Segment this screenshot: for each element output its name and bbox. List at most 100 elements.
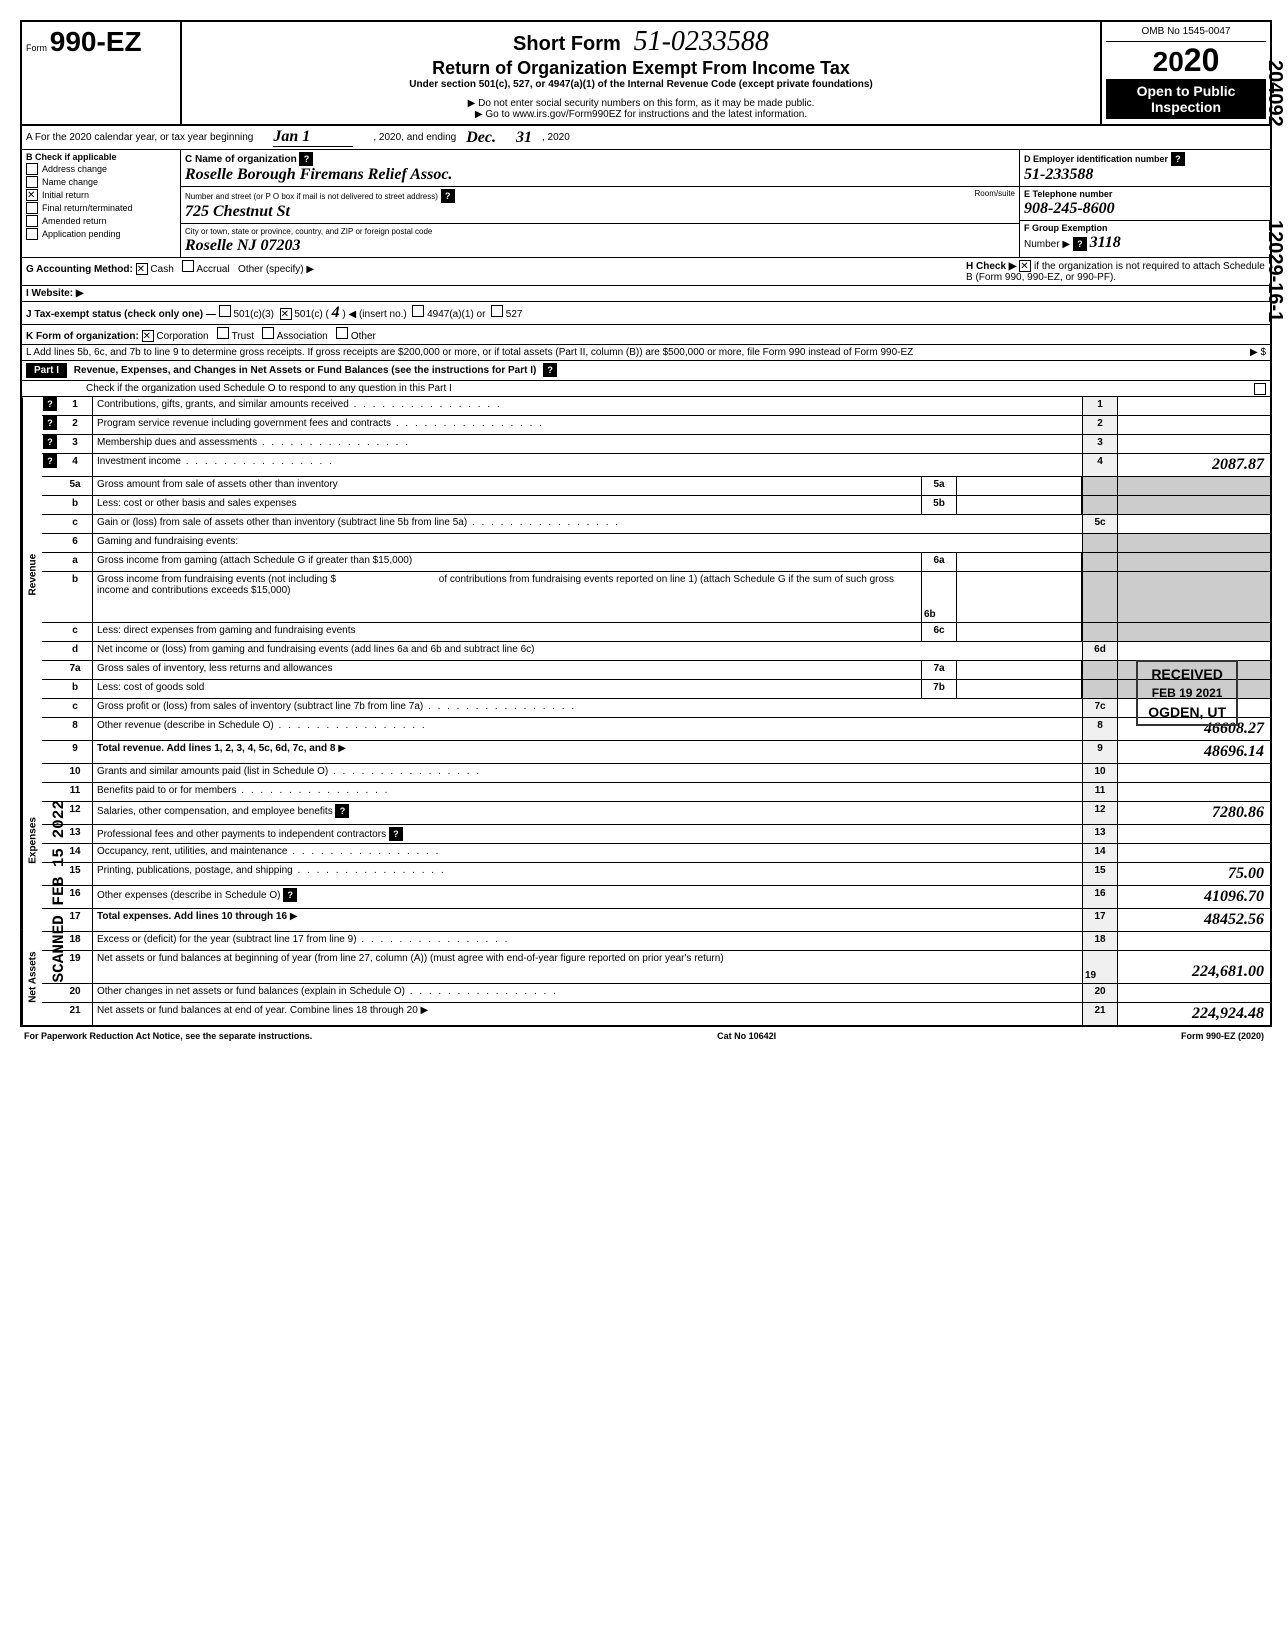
check-name[interactable] xyxy=(26,176,38,188)
check-pending[interactable] xyxy=(26,228,38,240)
check-initial[interactable] xyxy=(26,189,38,201)
check-accrual[interactable] xyxy=(182,260,194,272)
check-other[interactable] xyxy=(336,327,348,339)
check-501c3[interactable] xyxy=(219,305,231,317)
help-icon: ? xyxy=(43,397,57,411)
line-15-amt: 75.00 xyxy=(1118,863,1270,885)
line-6b-amt xyxy=(957,572,1082,622)
part-1-header: Part I Revenue, Expenses, and Changes in… xyxy=(22,361,1270,381)
line-6b-desc: Gross income from fundraising events (no… xyxy=(93,572,921,622)
line-5a-shade xyxy=(1082,477,1118,495)
line-2-amt xyxy=(1118,416,1270,434)
line-5a-desc: Gross amount from sale of assets other t… xyxy=(93,477,921,495)
initial-label: Initial return xyxy=(42,190,89,200)
501c3-label: 501(c)(3) xyxy=(233,309,274,320)
help-icon: ? xyxy=(389,827,403,841)
line-11-amt xyxy=(1118,783,1270,801)
line-6d: d Net income or (loss) from gaming and f… xyxy=(42,642,1270,661)
line-5b-shade xyxy=(1082,496,1118,514)
footer: For Paperwork Reduction Act Notice, see … xyxy=(20,1027,1268,1045)
section-b: B Check if applicable Address change Nam… xyxy=(22,150,181,257)
line-6b-desc1: Gross income from fundraising events (no… xyxy=(97,574,336,585)
line-7c-box: 7c xyxy=(1082,699,1118,717)
line-16-box: 16 xyxy=(1082,886,1118,908)
line-l: L Add lines 5b, 6c, and 7b to line 9 to … xyxy=(22,345,1270,361)
check-trust[interactable] xyxy=(217,327,229,339)
line-16: 16 Other expenses (describe in Schedule … xyxy=(42,886,1270,909)
check-schedule-o[interactable] xyxy=(1254,383,1266,395)
line-21: 21 Net assets or fund balances at end of… xyxy=(42,1003,1270,1025)
line-4: ? 4 Investment income 4 2087.87 xyxy=(42,454,1270,477)
line-6-shade xyxy=(1082,534,1118,552)
check-corp[interactable] xyxy=(142,330,154,342)
line-6a-shade2 xyxy=(1118,553,1270,571)
revenue-label: Revenue xyxy=(22,397,43,752)
city-state-zip: Roselle NJ 07203 xyxy=(185,237,301,254)
line-2-box: 2 xyxy=(1082,416,1118,434)
l-text: L Add lines 5b, 6c, and 7b to line 9 to … xyxy=(26,347,913,358)
line-21-amt: 224,924.48 xyxy=(1118,1003,1270,1025)
line-5b-box: 5b xyxy=(921,496,957,514)
line-13-amt xyxy=(1118,825,1270,843)
part-1-title: Revenue, Expenses, and Changes in Net As… xyxy=(70,363,541,378)
accrual-label: Accrual xyxy=(196,264,229,275)
501c-label: 501(c) ( xyxy=(294,309,328,320)
margin-number-1: 204092 xyxy=(1263,60,1286,127)
end-year-label: , 2020 xyxy=(542,132,570,143)
open-label: Open to Public xyxy=(1110,83,1262,99)
line-17-box: 17 xyxy=(1082,909,1118,931)
check-final[interactable] xyxy=(26,202,38,214)
line-12: 12 Salaries, other compensation, and emp… xyxy=(42,802,1270,825)
check-address[interactable] xyxy=(26,163,38,175)
line-11-desc: Benefits paid to or for members xyxy=(93,783,1082,801)
form-number: 990-EZ xyxy=(50,26,142,57)
check-527[interactable] xyxy=(491,305,503,317)
end-day: 31 xyxy=(516,129,532,147)
assoc-label: Association xyxy=(277,331,328,342)
final-label: Final return/terminated xyxy=(42,203,133,213)
line-7a: 7a Gross sales of inventory, less return… xyxy=(42,661,1270,680)
line-10-box: 10 xyxy=(1082,764,1118,782)
phone: 908-245-8600 xyxy=(1024,200,1115,217)
line-10: 10 Grants and similar amounts paid (list… xyxy=(42,764,1270,783)
check-h[interactable] xyxy=(1019,260,1031,272)
line-5c-amt xyxy=(1118,515,1270,533)
line-14-box: 14 xyxy=(1082,844,1118,862)
cash-label: Cash xyxy=(150,264,173,275)
line-7c-num: c xyxy=(58,699,93,717)
inspection-label: Inspection xyxy=(1110,99,1262,115)
stamp-location: OGDEN, UT xyxy=(1148,704,1226,720)
line-19: 19 Net assets or fund balances at beginn… xyxy=(42,951,1270,984)
check-assoc[interactable] xyxy=(262,327,274,339)
b-label: B Check if applicable xyxy=(26,152,176,162)
form-header: Form 990-EZ Short Form 51-0233588 Return… xyxy=(22,22,1270,126)
section-c: C Name of organization ? Roselle Borough… xyxy=(181,150,1020,257)
line-6d-amt xyxy=(1118,642,1270,660)
form-prefix: Form xyxy=(26,43,47,53)
line-8-num: 8 xyxy=(58,718,93,740)
help-icon: ? xyxy=(335,804,349,818)
line-5b-num: b xyxy=(58,496,93,514)
check-amended[interactable] xyxy=(26,215,38,227)
help-icon: ? xyxy=(43,435,57,449)
help-icon: ? xyxy=(43,454,57,468)
line-6: 6 Gaming and fundraising events: xyxy=(42,534,1270,553)
line-3-amt xyxy=(1118,435,1270,453)
g-label: G Accounting Method: xyxy=(26,264,133,275)
line-4-amt: 2087.87 xyxy=(1118,454,1270,476)
check-cash[interactable] xyxy=(136,263,148,275)
line-19-desc: Net assets or fund balances at beginning… xyxy=(93,951,1082,983)
line-8-desc: Other revenue (describe in Schedule O) xyxy=(93,718,1082,740)
scanned-stamp: SCANNED FEB 15 2022 xyxy=(50,800,68,982)
name-change-label: Name change xyxy=(42,177,98,187)
line-6d-box: 6d xyxy=(1082,642,1118,660)
check-501c[interactable] xyxy=(280,308,292,320)
line-5a-shade2 xyxy=(1118,477,1270,495)
help-icon: ? xyxy=(1171,152,1185,166)
main-title: Return of Organization Exempt From Incom… xyxy=(186,58,1096,79)
line-21-box: 21 xyxy=(1082,1003,1118,1025)
ein-handwritten-top: 51-0233588 xyxy=(634,26,769,57)
line-9-box: 9 xyxy=(1082,741,1118,763)
l-arrow: ▶ $ xyxy=(1250,347,1266,358)
check-4947[interactable] xyxy=(412,305,424,317)
